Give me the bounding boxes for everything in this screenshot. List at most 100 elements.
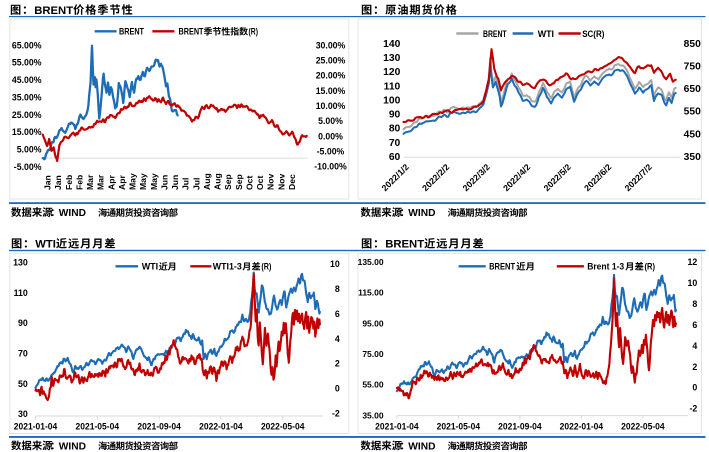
svg-text:WIND: WIND (408, 441, 435, 452)
svg-text:2: 2 (692, 362, 697, 372)
svg-text:55.00%: 55.00% (12, 58, 42, 68)
svg-text:2022/1/2: 2022/1/2 (380, 162, 411, 193)
svg-text:30.00%: 30.00% (316, 40, 346, 50)
svg-text:-5.00%: -5.00% (317, 146, 345, 156)
svg-text:Feb: Feb (74, 175, 84, 190)
svg-text:35.00%: 35.00% (12, 92, 42, 102)
svg-text:Brent 1-3: Brent 1-3 (587, 262, 624, 273)
svg-text:2022-05-04: 2022-05-04 (261, 422, 305, 432)
svg-text:2022-01-04: 2022-01-04 (560, 422, 604, 432)
svg-text:Mar: Mar (85, 174, 95, 190)
svg-text:60: 60 (389, 152, 401, 163)
svg-text:Apr: Apr (117, 175, 127, 190)
svg-text:Mar: Mar (96, 174, 106, 190)
svg-text:-10.00%: -10.00% (314, 162, 347, 172)
svg-text:4: 4 (692, 341, 697, 351)
svg-text:550: 550 (684, 107, 701, 118)
svg-text:WTI: WTI (538, 29, 554, 40)
svg-text:12: 12 (688, 257, 698, 267)
svg-text:55.00: 55.00 (362, 380, 384, 390)
svg-text:Nov: Nov (276, 174, 286, 190)
svg-text:2021-09-04: 2021-09-04 (498, 422, 542, 432)
svg-text:130: 130 (13, 258, 28, 268)
svg-text:BRENT: BRENT (385, 239, 424, 251)
svg-text:2021-01-04: 2021-01-04 (375, 422, 419, 432)
svg-text:2022/3/2: 2022/3/2 (461, 162, 492, 193)
svg-text:5.00%: 5.00% (318, 116, 343, 126)
svg-text:70: 70 (18, 349, 28, 359)
svg-text:BRENT: BRENT (119, 27, 144, 38)
svg-text:8: 8 (692, 299, 697, 309)
svg-text:Aug: Aug (213, 173, 223, 190)
svg-text:Oct: Oct (245, 176, 255, 190)
svg-text:4: 4 (335, 334, 340, 344)
svg-text:50: 50 (18, 379, 28, 389)
svg-text:-2: -2 (689, 404, 697, 414)
svg-text:115.00: 115.00 (358, 288, 384, 298)
svg-text:25.00%: 25.00% (12, 110, 42, 120)
svg-text:Jan: Jan (43, 175, 53, 190)
svg-text:120: 120 (383, 67, 400, 78)
svg-text:(R): (R) (249, 27, 259, 38)
svg-text:WIND: WIND (59, 208, 86, 219)
svg-text:(R): (R) (261, 262, 271, 273)
svg-text:WTI1-3: WTI1-3 (213, 262, 242, 273)
svg-text:BRENT: BRENT (483, 29, 507, 40)
svg-text:8: 8 (335, 284, 340, 294)
svg-text:65.00%: 65.00% (12, 40, 42, 50)
svg-text:Jan: Jan (53, 175, 63, 190)
svg-text:(R): (R) (645, 262, 656, 273)
svg-text:6: 6 (335, 309, 340, 319)
svg-text:WIND: WIND (59, 441, 86, 452)
svg-text:WTI: WTI (35, 239, 56, 251)
svg-text:2022/6/2: 2022/6/2 (582, 162, 613, 193)
svg-text:0: 0 (692, 383, 697, 393)
svg-text:WIND: WIND (408, 208, 435, 219)
svg-text:850: 850 (684, 39, 701, 50)
svg-text:Feb: Feb (64, 175, 74, 190)
svg-text:Jul: Jul (191, 178, 201, 190)
svg-text:70: 70 (389, 138, 401, 149)
svg-text:2022/4/2: 2022/4/2 (501, 162, 532, 193)
svg-text:Jul: Jul (181, 178, 191, 190)
svg-text:20.00%: 20.00% (316, 71, 346, 81)
svg-text:Jun: Jun (170, 175, 180, 190)
svg-text:10.00%: 10.00% (316, 101, 346, 111)
svg-text:2021-09-04: 2021-09-04 (137, 422, 181, 432)
svg-text:35.00: 35.00 (362, 410, 384, 420)
svg-text:2022/2/2: 2022/2/2 (420, 162, 451, 193)
svg-text:Apr: Apr (106, 175, 116, 190)
svg-text:45.00%: 45.00% (12, 75, 42, 85)
svg-text:Sep: Sep (234, 174, 244, 190)
svg-text:135.00: 135.00 (358, 257, 384, 267)
svg-text:90: 90 (389, 110, 401, 121)
svg-text:90: 90 (18, 318, 28, 328)
svg-text:80: 80 (389, 124, 401, 135)
svg-text:140: 140 (383, 39, 400, 50)
svg-text:Sep: Sep (223, 174, 233, 190)
svg-text:30: 30 (18, 409, 28, 419)
svg-text:110: 110 (14, 288, 28, 298)
svg-text:2021-01-04: 2021-01-04 (14, 422, 58, 432)
svg-text:10: 10 (330, 259, 340, 269)
svg-text:Dec: Dec (287, 174, 297, 190)
svg-text:May: May (138, 173, 148, 190)
svg-text:SC(R): SC(R) (582, 29, 604, 40)
svg-text:750: 750 (684, 62, 701, 73)
svg-text:BRENT: BRENT (179, 27, 204, 38)
svg-text:May: May (149, 173, 159, 190)
svg-text:450: 450 (684, 129, 701, 140)
svg-text:-5.00%: -5.00% (14, 162, 42, 172)
svg-text:0: 0 (335, 383, 340, 393)
svg-text:-2: -2 (332, 408, 340, 418)
svg-text:BRENT: BRENT (34, 5, 73, 17)
svg-text:110: 110 (384, 81, 401, 92)
svg-text:Oct: Oct (255, 176, 265, 190)
svg-text:10: 10 (688, 278, 698, 288)
svg-text:0.00%: 0.00% (318, 131, 343, 141)
svg-text:2022/7/2: 2022/7/2 (623, 162, 654, 193)
svg-text:15.00%: 15.00% (12, 127, 42, 137)
svg-text:75.00: 75.00 (362, 349, 384, 359)
svg-text:130: 130 (383, 53, 400, 64)
svg-text:2021-05-04: 2021-05-04 (76, 422, 120, 432)
